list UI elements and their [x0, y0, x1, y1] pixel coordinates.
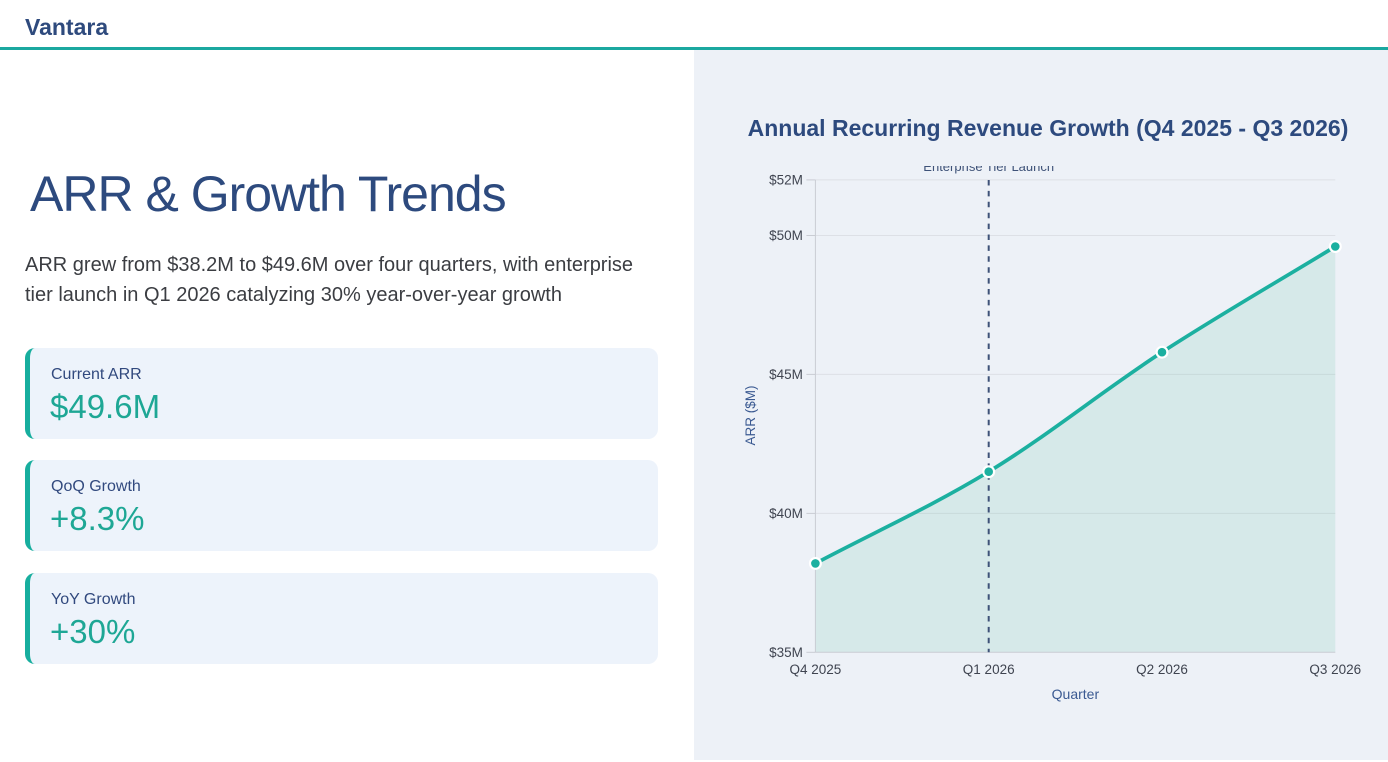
svg-text:Q1 2026: Q1 2026 — [963, 662, 1015, 677]
svg-text:Enterprise Tier Launch: Enterprise Tier Launch — [923, 166, 1054, 174]
svg-text:$40M: $40M — [769, 506, 803, 521]
svg-text:$50M: $50M — [769, 228, 803, 243]
svg-text:$35M: $35M — [769, 645, 803, 660]
svg-text:$52M: $52M — [769, 173, 803, 188]
svg-text:$45M: $45M — [769, 367, 803, 382]
svg-text:Q2 2026: Q2 2026 — [1136, 662, 1188, 677]
svg-text:Q4 2025: Q4 2025 — [790, 662, 842, 677]
svg-text:Quarter: Quarter — [1052, 686, 1100, 702]
svg-text:Q3 2026: Q3 2026 — [1309, 662, 1361, 677]
svg-text:ARR ($M): ARR ($M) — [743, 386, 758, 446]
